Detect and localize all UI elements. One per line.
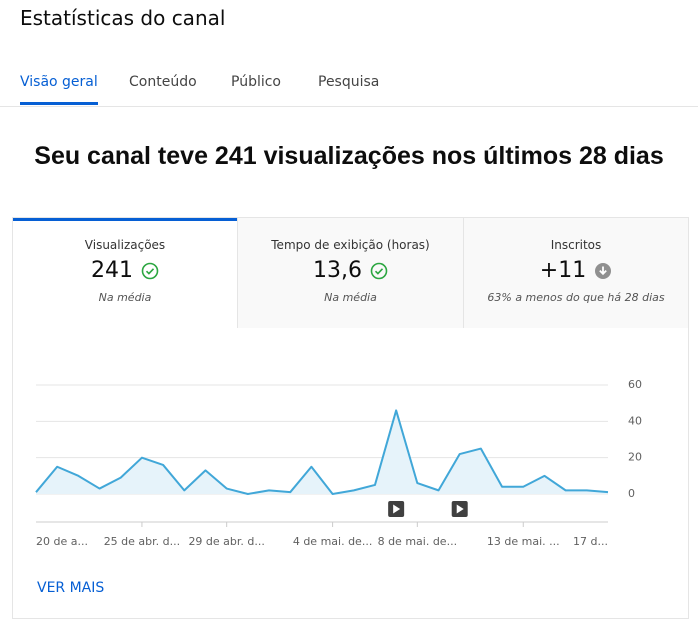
metric-value: 13,6 (313, 258, 362, 283)
y-tick-label: 0 (628, 487, 635, 500)
metric-label: Tempo de exibição (horas) (271, 238, 430, 252)
metric-note: 63% a menos do que há 28 dias (487, 291, 665, 304)
video-marker[interactable] (388, 501, 405, 517)
metric-label: Inscritos (550, 238, 602, 252)
x-tick-label: 29 de abr. d... (188, 535, 264, 548)
tab[interactable]: Visão geral (20, 74, 98, 105)
check-icon (141, 262, 159, 279)
x-tick-label: 8 de mai. de... (378, 535, 458, 548)
x-tick-label: 25 de abr. d... (104, 535, 180, 548)
check-icon (370, 262, 388, 279)
metric-value: +11 (539, 258, 587, 283)
down-icon (595, 262, 612, 279)
line (35, 409, 609, 495)
tab[interactable]: Público (231, 74, 281, 90)
area (36, 410, 608, 494)
video-marker[interactable] (451, 501, 468, 517)
x-tick-label: 13 de mai. ... (487, 535, 560, 548)
video-marker-play (456, 504, 464, 514)
metric[interactable]: Tempo de exibição (horas) 13,6 Na média (237, 218, 463, 328)
x-tick-label: 17 d... (573, 535, 608, 548)
stats-card: Visualizações 241 Na média Tempo de exib… (12, 217, 689, 619)
y-tick-label: 20 (628, 451, 642, 464)
x-tick-label: 4 de mai. de... (293, 535, 373, 548)
metric[interactable]: Inscritos +11 63% a menos do que há 28 d… (463, 218, 688, 328)
x-tick-label: 20 de a... (36, 535, 88, 548)
tab-bar: Visão geral Conteúdo Público Pesquisa (0, 70, 698, 107)
metric-label: Visualizações (84, 238, 166, 252)
tab[interactable]: Conteúdo (129, 74, 197, 90)
headline: Seu canal teve 241 visualizações nos últ… (34, 142, 664, 170)
page-title: Estatísticas do canal (20, 6, 226, 30)
tab[interactable]: Pesquisa (318, 74, 380, 90)
metric[interactable]: Visualizações 241 Na média (13, 218, 237, 328)
video-marker-play (393, 504, 401, 514)
y-tick-label: 40 (628, 414, 642, 427)
see-more-link[interactable]: VER MAIS (37, 580, 105, 596)
metric-value: 241 (91, 258, 133, 283)
y-tick-label: 60 (628, 378, 642, 391)
metric-note: Na média (98, 291, 152, 304)
metric-note: Na média (324, 291, 377, 304)
